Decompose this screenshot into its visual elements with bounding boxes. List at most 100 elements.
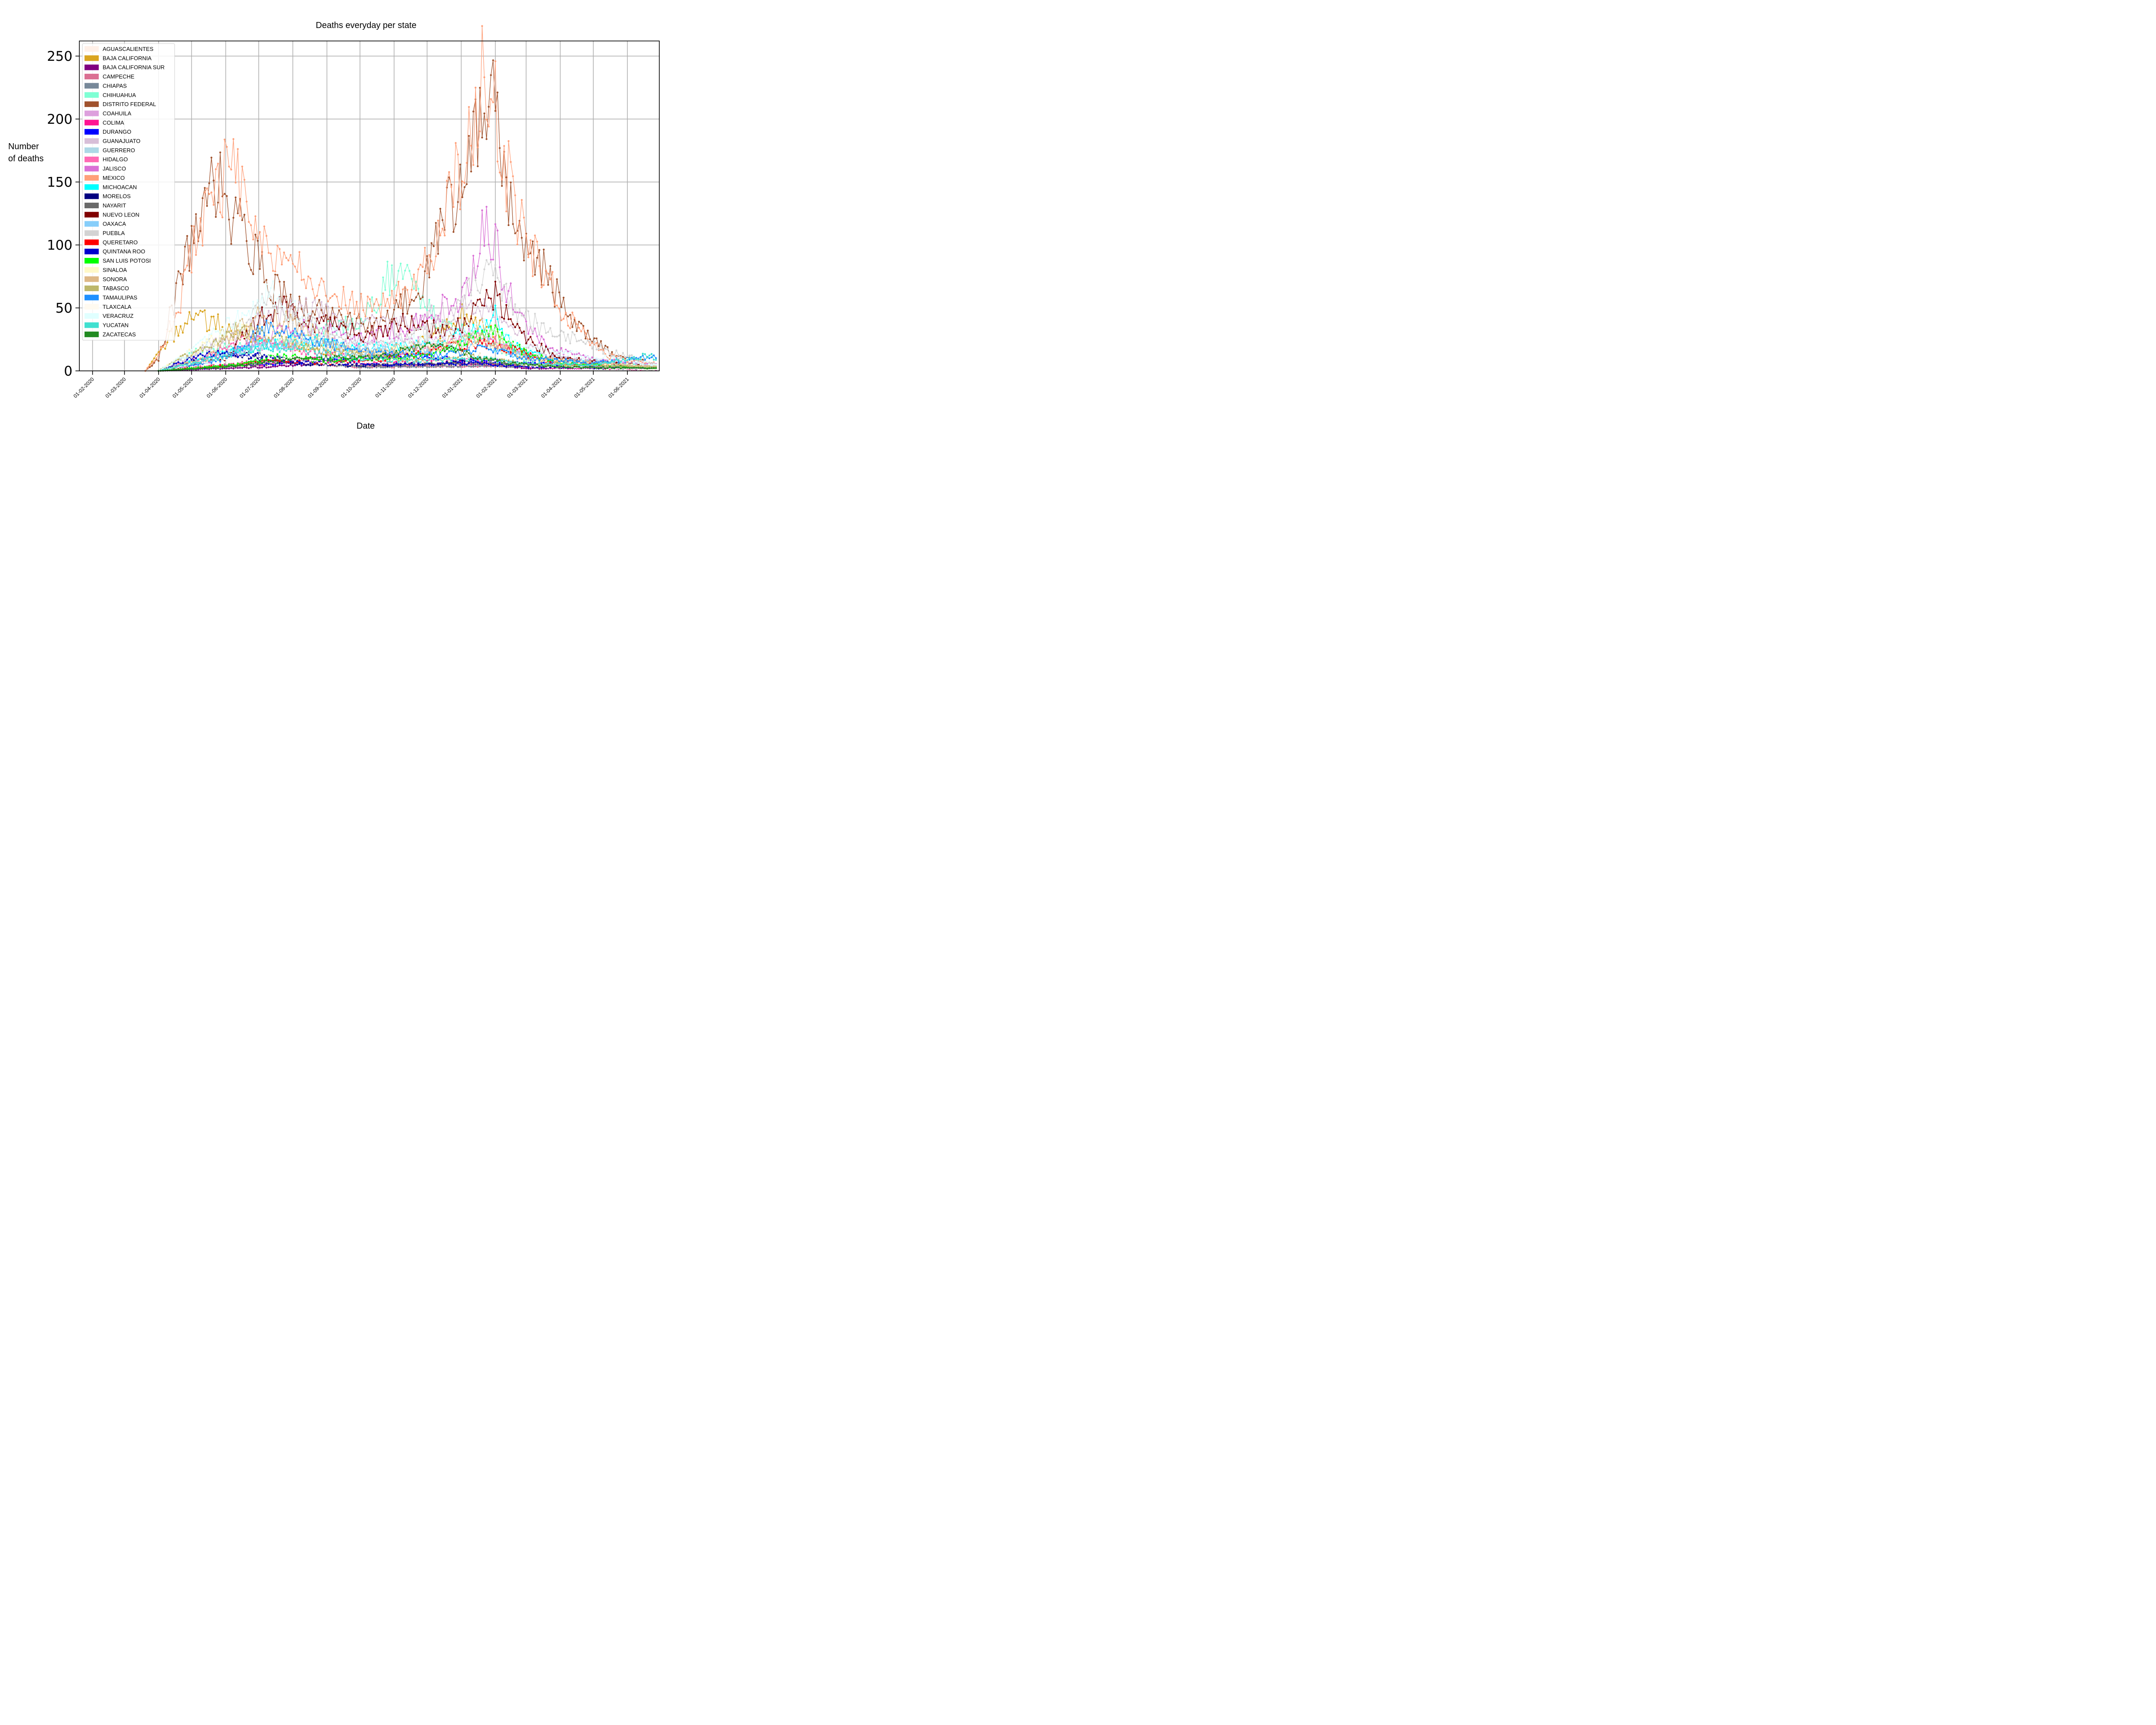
data-point	[248, 358, 250, 360]
data-point	[279, 248, 281, 250]
data-point	[450, 327, 452, 329]
data-point	[472, 110, 474, 113]
data-point	[237, 212, 239, 214]
deaths-chart: Deaths everyday per state 05010015020025…	[0, 0, 673, 448]
data-point	[520, 199, 523, 201]
data-point	[283, 251, 285, 254]
data-point	[369, 365, 371, 367]
data-point	[382, 319, 384, 322]
data-point	[371, 331, 373, 333]
data-point	[364, 318, 367, 320]
data-point	[311, 316, 314, 318]
data-point	[483, 331, 486, 333]
data-point	[371, 357, 373, 359]
data-point	[353, 333, 356, 336]
data-point	[483, 363, 486, 366]
data-point	[538, 334, 541, 336]
data-point	[569, 327, 571, 329]
data-point	[488, 297, 490, 299]
data-point	[527, 360, 530, 362]
data-point	[468, 347, 470, 349]
data-point	[406, 289, 408, 291]
data-point	[254, 304, 257, 307]
data-point	[265, 364, 268, 366]
data-point	[382, 335, 384, 337]
data-point	[620, 357, 622, 359]
data-point	[397, 330, 400, 333]
data-point	[208, 329, 210, 331]
data-point	[516, 334, 519, 336]
data-point	[622, 352, 624, 354]
data-point	[301, 279, 303, 281]
data-point	[606, 346, 609, 348]
data-point	[351, 342, 354, 344]
data-point	[327, 300, 329, 303]
data-point	[464, 182, 466, 184]
data-point	[466, 277, 468, 279]
data-point	[274, 273, 276, 276]
data-point	[303, 308, 305, 311]
data-point	[536, 257, 538, 259]
data-point	[248, 318, 250, 321]
data-point	[508, 366, 510, 368]
data-point	[320, 301, 323, 303]
data-point	[323, 326, 325, 329]
data-point	[422, 314, 424, 317]
data-point	[424, 351, 426, 354]
data-point	[435, 332, 437, 334]
data-point	[235, 196, 237, 198]
data-point	[281, 362, 283, 365]
data-point	[276, 311, 279, 314]
data-point	[375, 339, 378, 342]
data-point	[303, 339, 305, 341]
data-point	[411, 278, 413, 280]
data-point	[272, 270, 274, 272]
data-point	[439, 337, 442, 340]
data-point	[358, 323, 360, 325]
data-point	[428, 366, 430, 368]
data-point	[446, 323, 448, 325]
data-point	[223, 193, 226, 195]
data-point	[481, 319, 483, 321]
data-point	[514, 326, 516, 328]
data-point	[364, 346, 367, 348]
data-point	[298, 295, 301, 298]
data-point	[263, 364, 265, 366]
data-point	[311, 288, 314, 290]
data-point	[494, 110, 496, 112]
data-point	[155, 354, 157, 356]
data-point	[432, 245, 435, 248]
data-point	[188, 270, 191, 272]
data-point	[527, 333, 530, 335]
data-point	[532, 240, 534, 242]
data-point	[560, 329, 563, 332]
data-point	[351, 291, 354, 293]
data-point	[461, 286, 464, 289]
data-point	[490, 74, 492, 76]
data-point	[494, 60, 496, 63]
data-point	[353, 366, 356, 369]
data-point	[380, 318, 382, 320]
data-point	[347, 329, 349, 331]
data-point	[567, 324, 569, 327]
data-point	[358, 342, 360, 345]
data-point	[624, 356, 627, 358]
data-point	[520, 237, 523, 239]
data-point	[452, 231, 454, 233]
data-point	[428, 276, 430, 279]
data-point	[298, 350, 301, 352]
data-point	[437, 359, 439, 361]
data-point	[213, 204, 215, 206]
data-point	[309, 362, 312, 364]
data-point	[389, 366, 391, 368]
data-point	[257, 367, 259, 369]
data-point	[307, 364, 310, 366]
data-point	[520, 314, 523, 317]
data-point	[452, 319, 454, 321]
data-point	[534, 313, 536, 315]
data-point	[452, 323, 454, 325]
data-point	[446, 298, 448, 300]
data-point	[201, 197, 204, 199]
data-point	[318, 364, 320, 367]
data-point	[479, 325, 481, 328]
